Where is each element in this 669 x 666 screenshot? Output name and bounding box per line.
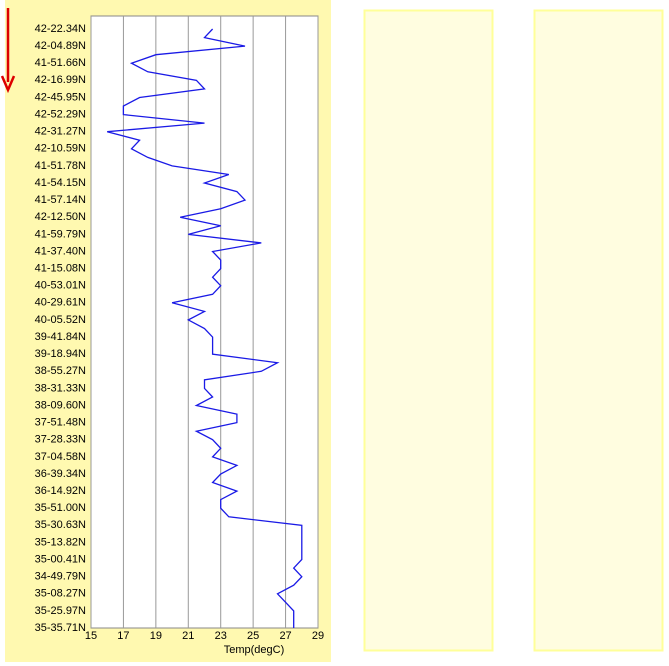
x-tick-label: 25 (247, 630, 259, 642)
y-tick-label: 42-22.34N (35, 23, 86, 35)
y-tick-label: 35-30.63N (35, 519, 86, 531)
plot-area (90, 15, 319, 629)
y-tick-label: 41-15.08N (35, 263, 86, 275)
y-tick-label: 41-57.14N (35, 194, 86, 206)
y-tick-label: 41-51.78N (35, 160, 86, 172)
y-tick-label: 35-13.82N (35, 536, 86, 548)
x-axis-label: Temp(degC) (224, 644, 285, 656)
y-tick-label: 41-54.15N (35, 177, 86, 189)
y-tick-label: 38-09.60N (35, 399, 86, 411)
y-tick-label: 35-08.27N (35, 588, 86, 600)
empty-panel (533, 9, 664, 652)
y-tick-label: 35-51.00N (35, 502, 86, 514)
data-line (107, 28, 303, 628)
y-tick-label: 37-28.33N (35, 434, 86, 446)
y-tick-label: 40-53.01N (35, 280, 86, 292)
y-tick-label: 42-45.95N (35, 91, 86, 103)
y-tick-label: 37-04.58N (35, 451, 86, 463)
y-tick-label: 39-41.84N (35, 331, 86, 343)
y-tick-label: 39-18.94N (35, 348, 86, 360)
y-tick-label: 41-51.66N (35, 57, 86, 69)
x-tick-label: 29 (312, 630, 324, 642)
x-tick-label: 23 (215, 630, 227, 642)
y-tick-label: 42-16.99N (35, 74, 86, 86)
y-tick-label: 40-05.52N (35, 314, 86, 326)
y-tick-label: 40-29.61N (35, 297, 86, 309)
y-tick-label: 42-52.29N (35, 108, 86, 120)
x-tick-label: 27 (279, 630, 291, 642)
y-tick-label: 35-35.71N (35, 622, 86, 634)
y-tick-label: 34-49.79N (35, 571, 86, 583)
y-tick-label: 42-04.89N (35, 40, 86, 52)
y-tick-label: 41-59.79N (35, 228, 86, 240)
y-tick-label: 38-31.33N (35, 382, 86, 394)
y-tick-label: 38-55.27N (35, 365, 86, 377)
y-tick-label: 42-12.50N (35, 211, 86, 223)
y-tick-label: 36-39.34N (35, 468, 86, 480)
x-tick-label: 19 (150, 630, 162, 642)
y-tick-label: 35-00.41N (35, 553, 86, 565)
x-tick-label: 21 (182, 630, 194, 642)
y-tick-label: 42-31.27N (35, 126, 86, 138)
direction-arrow (0, 8, 16, 94)
y-tick-label: 37-51.48N (35, 417, 86, 429)
y-tick-label: 36-14.92N (35, 485, 86, 497)
empty-panel (363, 9, 494, 652)
x-tick-label: 17 (117, 630, 129, 642)
y-tick-label: 35-25.97N (35, 605, 86, 617)
y-tick-label: 42-10.59N (35, 143, 86, 155)
x-tick-label: 15 (85, 630, 97, 642)
y-tick-label: 41-37.40N (35, 245, 86, 257)
